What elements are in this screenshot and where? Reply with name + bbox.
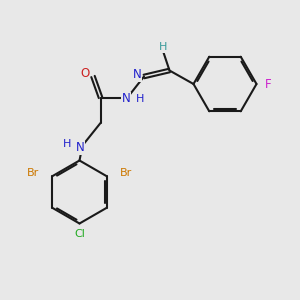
Text: Cl: Cl [74,229,85,239]
Text: N: N [133,68,142,82]
Text: N: N [76,141,85,154]
Text: N: N [122,92,130,106]
Text: H: H [159,42,168,52]
Text: F: F [265,77,272,91]
Text: Br: Br [120,168,133,178]
Text: H: H [63,139,71,149]
Text: Br: Br [26,168,39,178]
Text: H: H [136,94,144,104]
Text: O: O [80,67,89,80]
